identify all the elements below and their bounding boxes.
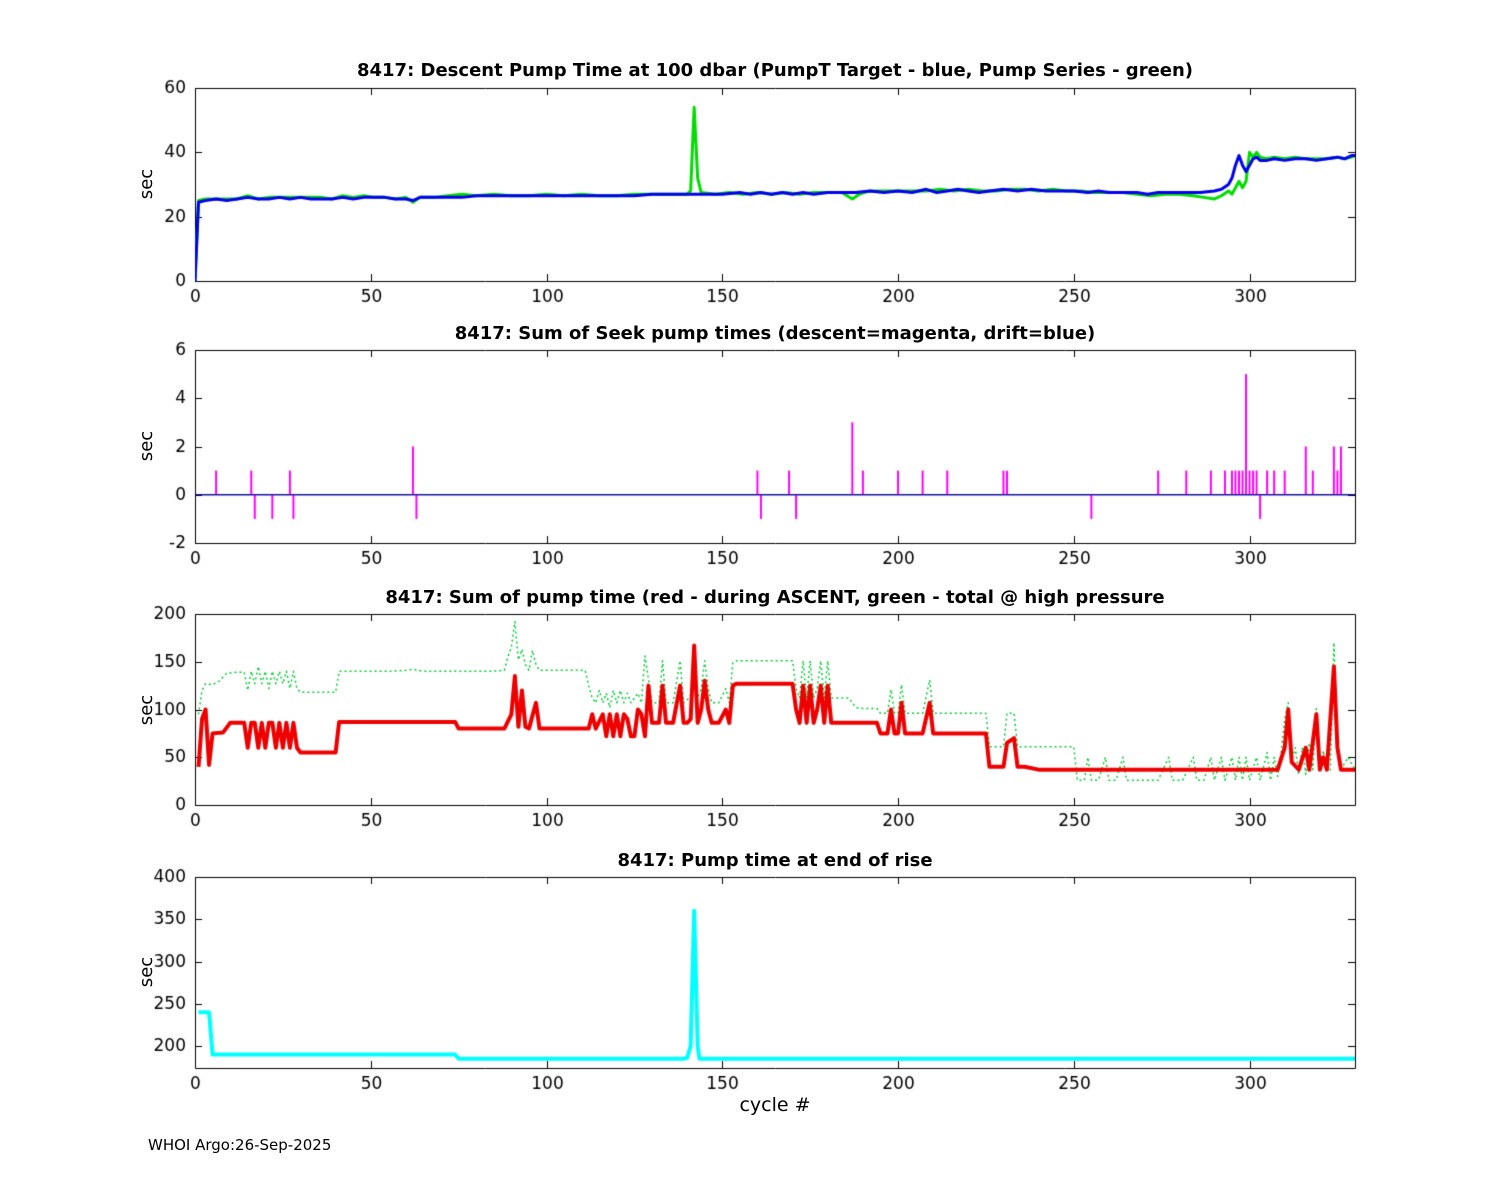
footer-text: WHOI Argo:26-Sep-2025 (148, 1136, 332, 1154)
x-axis-label: cycle # (739, 1094, 811, 1116)
chart3-title: 8417: Sum of pump time (red - during ASC… (385, 587, 1165, 608)
chart4-title: 8417: Pump time at end of rise (617, 850, 933, 871)
chart4-ylabel: sec (136, 956, 157, 988)
chart3-ylabel: sec (136, 694, 157, 726)
chart1-title: 8417: Descent Pump Time at 100 dbar (Pum… (356, 60, 1194, 81)
chart2-ylabel: sec (136, 430, 157, 462)
chart1-ylabel: sec (136, 168, 157, 200)
chart2-title: 8417: Sum of Seek pump times (descent=ma… (454, 323, 1096, 344)
